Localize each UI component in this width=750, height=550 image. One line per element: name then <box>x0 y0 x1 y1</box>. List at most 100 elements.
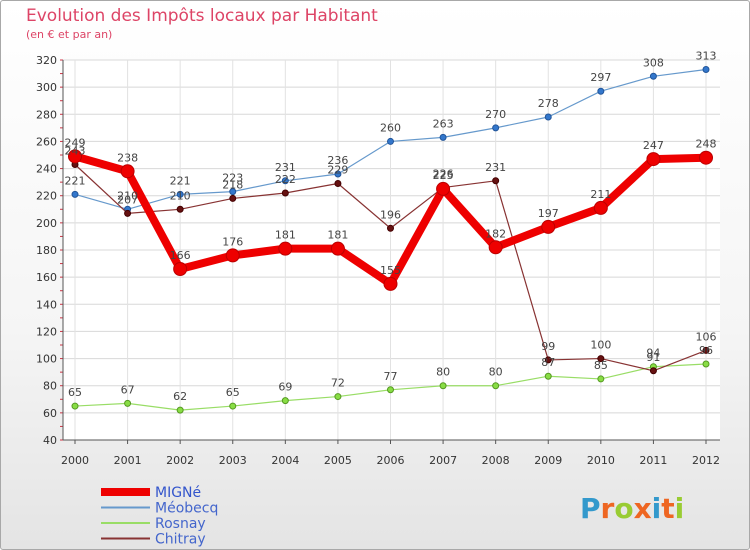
data-label: 231 <box>485 161 506 174</box>
x-tick-label: 2000 <box>61 454 89 467</box>
y-tick-label: 120 <box>36 325 57 338</box>
data-point <box>646 152 661 167</box>
data-point <box>383 276 398 291</box>
data-label: 181 <box>327 229 348 242</box>
data-label: 238 <box>117 151 138 164</box>
data-label: 221 <box>170 174 191 187</box>
x-tick-label: 2006 <box>377 454 405 467</box>
legend-label: Chitray <box>155 532 206 548</box>
logo-letter: t <box>661 492 674 525</box>
data-point <box>492 124 500 132</box>
x-tick-label: 2004 <box>271 454 299 467</box>
logo-letter: i <box>652 492 662 525</box>
data-label: 222 <box>275 173 296 186</box>
y-tick-label: 260 <box>36 135 57 148</box>
x-tick-label: 2010 <box>587 454 615 467</box>
data-label: 77 <box>384 370 398 383</box>
data-point <box>439 133 447 141</box>
data-point <box>597 355 605 363</box>
data-label: 278 <box>538 97 559 110</box>
data-label: 197 <box>538 207 559 220</box>
data-label: 72 <box>331 377 345 390</box>
data-label: 155 <box>380 264 401 277</box>
legend-label: Méobecq <box>155 501 218 517</box>
x-tick-label: 2009 <box>534 454 562 467</box>
data-point <box>334 393 342 401</box>
data-point <box>544 356 552 364</box>
y-tick-label: 220 <box>36 190 57 203</box>
data-label: 166 <box>170 249 191 262</box>
data-label: 65 <box>68 386 82 399</box>
data-label: 247 <box>643 139 664 152</box>
data-label: 106 <box>696 330 717 343</box>
data-point <box>176 205 184 213</box>
y-tick-label: 160 <box>36 271 57 284</box>
data-point <box>281 189 289 197</box>
x-tick-label: 2011 <box>639 454 667 467</box>
data-point <box>281 177 289 185</box>
data-label: 181 <box>275 229 296 242</box>
logo-letter: x <box>634 492 652 525</box>
chart-subtitle: (en € et par an) <box>26 28 112 41</box>
proxiti-logo: Proxiti <box>580 492 684 525</box>
x-tick-label: 2003 <box>219 454 247 467</box>
x-tick-label: 2002 <box>166 454 194 467</box>
data-point <box>387 386 394 394</box>
data-label: 211 <box>590 188 611 201</box>
data-point <box>334 180 342 187</box>
data-point <box>124 209 132 217</box>
data-point <box>439 382 447 390</box>
data-point <box>334 170 342 178</box>
data-point <box>541 219 556 234</box>
y-tick-label: 240 <box>36 163 57 176</box>
logo-letter: i <box>675 492 685 525</box>
data-label: 80 <box>436 366 450 379</box>
data-label: 225 <box>433 169 454 182</box>
data-label: 270 <box>485 108 506 121</box>
data-label: 182 <box>485 227 506 240</box>
data-point <box>387 137 394 145</box>
data-point <box>699 150 713 165</box>
data-label: 87 <box>541 356 555 369</box>
x-tick-label: 2005 <box>324 454 352 467</box>
data-point <box>387 224 394 232</box>
data-labels: 65 67 62 65 69 72 77 80 80 87 85 94 96 221 210 221 223 23… <box>65 50 717 404</box>
x-tick-label: 2012 <box>692 454 720 467</box>
data-label: 67 <box>121 383 135 396</box>
data-label: 210 <box>117 189 138 202</box>
y-tick-label: 40 <box>43 434 57 447</box>
data-point <box>597 87 605 95</box>
data-point <box>330 241 345 256</box>
grid <box>63 59 720 441</box>
data-label: 249 <box>65 136 86 149</box>
data-point <box>436 181 451 196</box>
x-tick-label: 2007 <box>429 454 457 467</box>
x-tick-label: 2008 <box>482 454 510 467</box>
data-point <box>68 149 82 164</box>
data-label: 100 <box>590 339 611 352</box>
y-tick-label: 100 <box>36 353 57 366</box>
data-point <box>278 241 293 256</box>
data-label: 218 <box>222 178 243 191</box>
data-label: 207 <box>117 193 138 206</box>
logo-letter: r <box>601 492 615 525</box>
data-point <box>229 188 237 196</box>
legend-label: Rosnay <box>155 516 206 532</box>
data-point <box>702 66 710 73</box>
y-tick-label: 300 <box>36 81 57 94</box>
y-tick-label: 80 <box>43 380 57 393</box>
data-label: 260 <box>380 121 401 134</box>
logo-letter: P <box>580 492 601 525</box>
data-label: 221 <box>65 174 86 187</box>
data-label: 99 <box>541 340 555 353</box>
data-point <box>544 113 552 121</box>
data-label: 243 <box>65 145 86 158</box>
data-point <box>229 194 237 202</box>
logo-text: Proxiti <box>580 492 684 525</box>
data-label: 176 <box>222 235 243 248</box>
data-label: 62 <box>173 390 187 403</box>
data-label: 223 <box>222 172 243 185</box>
axes: 40 60 80 100 120 140 160 180 200 220 240 260 280 300 3… <box>36 54 720 467</box>
data-point <box>492 382 500 390</box>
